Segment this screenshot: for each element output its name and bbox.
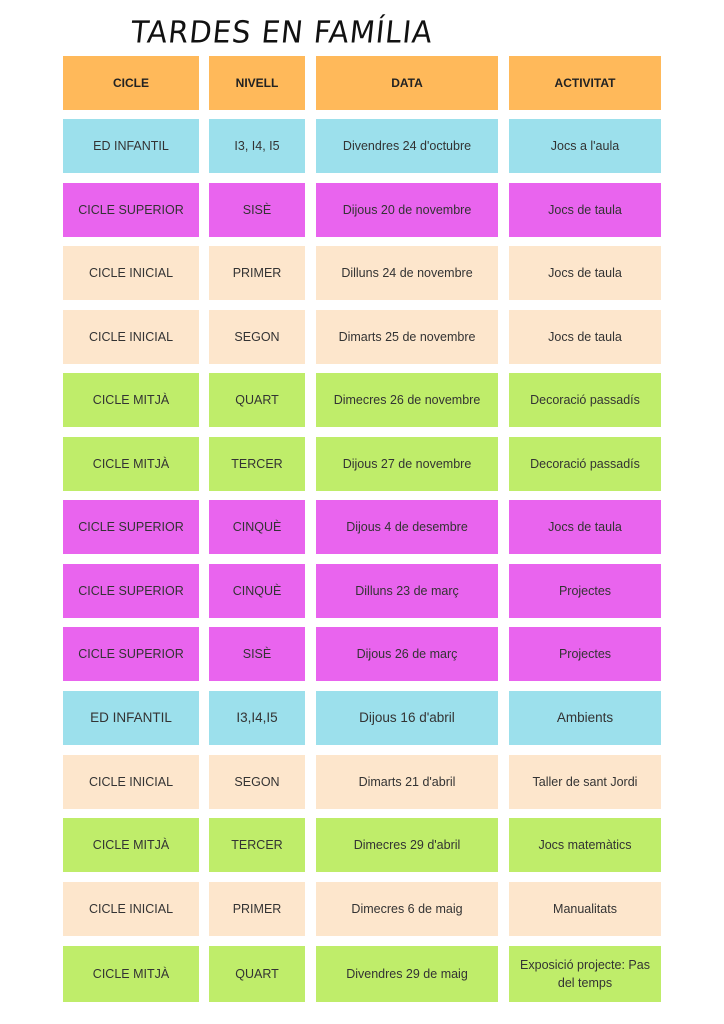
cell-activitat: Jocs a l'aula (509, 119, 661, 173)
cell-activitat: Ambients (509, 691, 661, 745)
cell-activitat: Jocs matemàtics (509, 818, 661, 872)
cell-activitat: Jocs de taula (509, 183, 661, 237)
table-row: CICLE SUPERIOR CINQUÈ Dijous 4 de desemb… (0, 500, 724, 554)
header-nivell: NIVELL (209, 56, 305, 110)
table-row: ED INFANTIL I3, I4, I5 Divendres 24 d'oc… (0, 119, 724, 173)
table-row: CICLE SUPERIOR SISÈ Dijous 20 de novembr… (0, 183, 724, 237)
cell-cicle: CICLE MITJÀ (63, 437, 199, 491)
cell-nivell: SISÈ (209, 627, 305, 681)
cell-data: Dimecres 29 d'abril (316, 818, 498, 872)
table-header-row: CICLE NIVELL DATA ACTIVITAT (0, 56, 724, 110)
header-data: DATA (316, 56, 498, 110)
cell-data: Dijous 16 d'abril (316, 691, 498, 745)
table-row: CICLE INICIAL SEGON Dimarts 21 d'abril T… (0, 755, 724, 809)
cell-cicle: ED INFANTIL (63, 119, 199, 173)
cell-data: Dijous 20 de novembre (316, 183, 498, 237)
cell-activitat: Manualitats (509, 882, 661, 936)
cell-nivell: CINQUÈ (209, 500, 305, 554)
cell-data: Dimarts 25 de novembre (316, 310, 498, 364)
table-row: CICLE MITJÀ TERCER Dijous 27 de novembre… (0, 437, 724, 491)
cell-activitat: Decoració passadís (509, 373, 661, 427)
cell-nivell: QUART (209, 373, 305, 427)
cell-nivell: PRIMER (209, 246, 305, 300)
cell-activitat: Decoració passadís (509, 437, 661, 491)
cell-cicle: CICLE MITJÀ (63, 818, 199, 872)
cell-nivell: SISÈ (209, 183, 305, 237)
cell-cicle: CICLE MITJÀ (63, 373, 199, 427)
header-cicle: CICLE (63, 56, 199, 110)
table-row: CICLE INICIAL SEGON Dimarts 25 de novemb… (0, 310, 724, 364)
table-row: CICLE MITJÀ QUART Dimecres 26 de novembr… (0, 373, 724, 427)
cell-nivell: SEGON (209, 310, 305, 364)
cell-data: Dilluns 23 de març (316, 564, 498, 618)
table-row: CICLE INICIAL PRIMER Dimecres 6 de maig … (0, 882, 724, 936)
cell-data: Dimecres 26 de novembre (316, 373, 498, 427)
cell-data: Dimecres 6 de maig (316, 882, 498, 936)
cell-cicle: CICLE SUPERIOR (63, 500, 199, 554)
cell-data: Dilluns 24 de novembre (316, 246, 498, 300)
cell-cicle: CICLE SUPERIOR (63, 183, 199, 237)
table-row: CICLE SUPERIOR SISÈ Dijous 26 de març Pr… (0, 627, 724, 681)
cell-activitat: Jocs de taula (509, 310, 661, 364)
cell-activitat: Jocs de taula (509, 500, 661, 554)
cell-nivell: PRIMER (209, 882, 305, 936)
cell-activitat: Projectes (509, 564, 661, 618)
cell-cicle: CICLE INICIAL (63, 882, 199, 936)
cell-nivell: I3,I4,I5 (209, 691, 305, 745)
cell-data: Divendres 24 d'octubre (316, 119, 498, 173)
cell-nivell: TERCER (209, 818, 305, 872)
cell-data: Dimarts 21 d'abril (316, 755, 498, 809)
cell-nivell: TERCER (209, 437, 305, 491)
cell-data: Divendres 29 de maig (316, 946, 498, 1002)
cell-data: Dijous 4 de desembre (316, 500, 498, 554)
cell-activitat: Taller de sant Jordi (509, 755, 661, 809)
cell-cicle: CICLE INICIAL (63, 310, 199, 364)
cell-cicle: CICLE INICIAL (63, 246, 199, 300)
table-row: CICLE INICIAL PRIMER Dilluns 24 de novem… (0, 246, 724, 300)
header-activitat: ACTIVITAT (509, 56, 661, 110)
table-row: CICLE SUPERIOR CINQUÈ Dilluns 23 de març… (0, 564, 724, 618)
cell-activitat: Exposició projecte: Pas del temps (509, 946, 661, 1002)
cell-nivell: SEGON (209, 755, 305, 809)
cell-nivell: CINQUÈ (209, 564, 305, 618)
cell-nivell: I3, I4, I5 (209, 119, 305, 173)
cell-nivell: QUART (209, 946, 305, 1002)
cell-activitat: Projectes (509, 627, 661, 681)
table-row: CICLE MITJÀ QUART Divendres 29 de maig E… (0, 946, 724, 1002)
cell-cicle: CICLE INICIAL (63, 755, 199, 809)
table-row: CICLE MITJÀ TERCER Dimecres 29 d'abril J… (0, 818, 724, 872)
table-row: ED INFANTIL I3,I4,I5 Dijous 16 d'abril A… (0, 691, 724, 745)
cell-cicle: CICLE SUPERIOR (63, 627, 199, 681)
cell-cicle: CICLE SUPERIOR (63, 564, 199, 618)
cell-activitat: Jocs de taula (509, 246, 661, 300)
cell-data: Dijous 27 de novembre (316, 437, 498, 491)
cell-cicle: ED INFANTIL (63, 691, 199, 745)
cell-data: Dijous 26 de març (316, 627, 498, 681)
cell-cicle: CICLE MITJÀ (63, 946, 199, 1002)
